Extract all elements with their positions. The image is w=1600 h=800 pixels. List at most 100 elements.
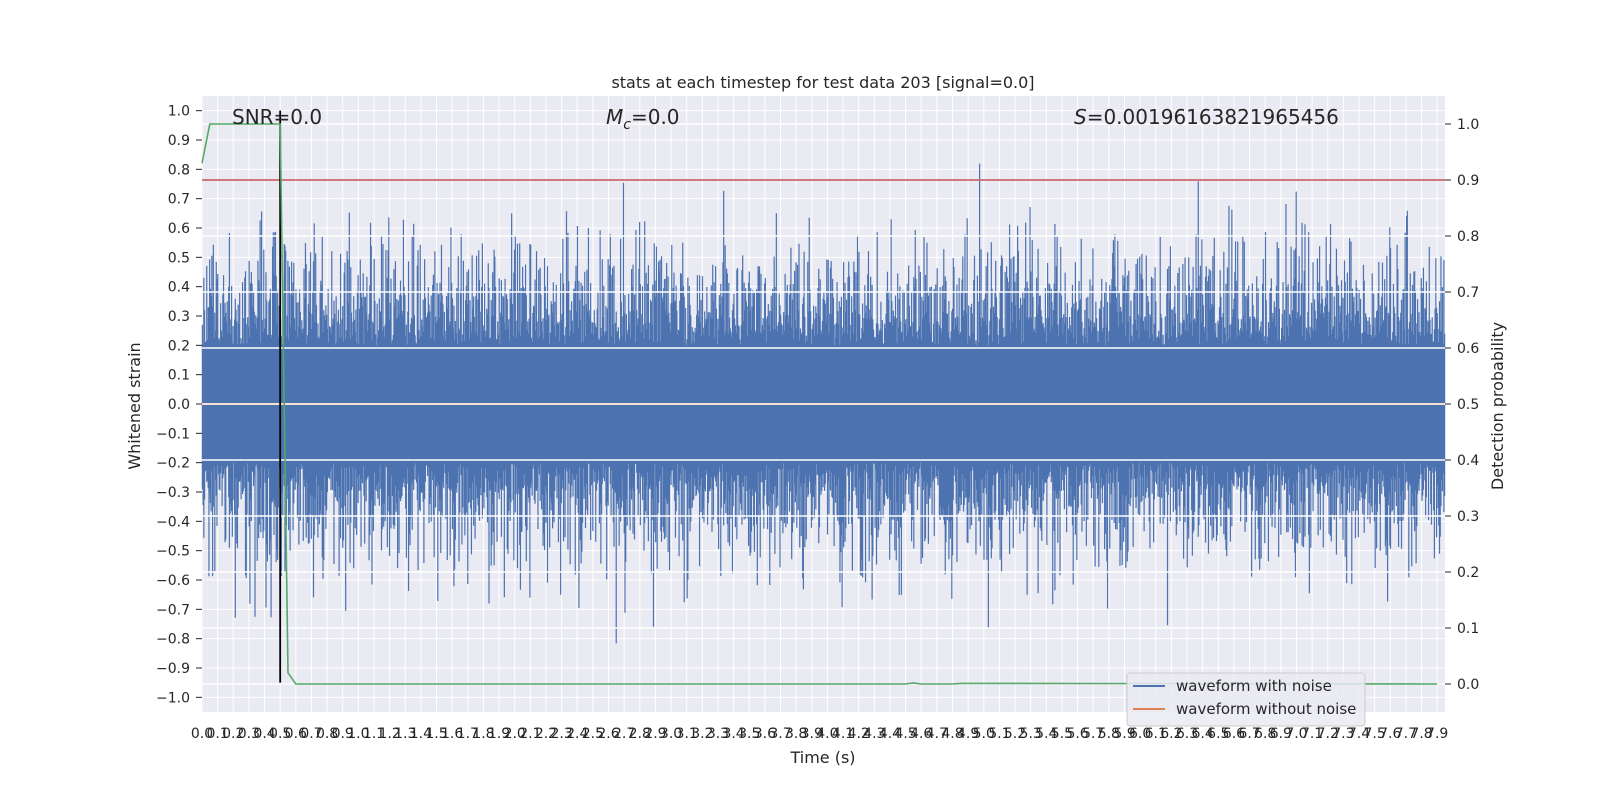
s-annotation: S=0.00196163821965456 [1074, 105, 1339, 129]
x-tick-label: 6.4 [1192, 726, 1214, 742]
x-tick-label: 3.3 [707, 726, 729, 742]
x-tick-label: 5.5 [1051, 726, 1073, 742]
x-tick-label: 6.8 [1254, 726, 1276, 742]
x-tick-label: 5.6 [1066, 726, 1088, 742]
x-tick-label: 3.8 [785, 726, 807, 742]
chirp-mass-annotation: Mc=0.0 [606, 105, 680, 133]
y-left-tick-label: 0.9 [168, 133, 190, 149]
x-tick-label: 5.1 [988, 726, 1010, 742]
y-left-tick-label: 0.1 [168, 368, 190, 384]
y-right-tick-label: 0.4 [1457, 453, 1479, 469]
y-right-tick-label: 0.3 [1457, 509, 1479, 525]
y-left-tick-label: 0.3 [168, 309, 190, 325]
y-left-tick-label: 0.5 [168, 250, 190, 266]
y-right-tick-label: 0.6 [1457, 341, 1479, 357]
x-tick-label: 3.2 [691, 726, 713, 742]
x-tick-label: 6.7 [1238, 726, 1260, 742]
x-tick-label: 4.5 [894, 726, 916, 742]
x-tick-label: 6.9 [1270, 726, 1292, 742]
x-tick-label: 1.4 [410, 726, 432, 742]
series-detection-probability [201, 123, 1438, 685]
x-tick-label: 7.4 [1348, 726, 1370, 742]
x-tick-label: 5.9 [1113, 726, 1135, 742]
y-left-tick-label: 0.6 [168, 221, 190, 237]
snr-annotation: SNR=0.0 [232, 105, 322, 129]
y-left-tick-label: −0.4 [156, 514, 190, 530]
x-tick-label: 6.5 [1207, 726, 1229, 742]
x-tick-label: 4.1 [832, 726, 854, 742]
x-tick-label: 5.3 [1020, 726, 1042, 742]
x-tick-label: 7.8 [1410, 726, 1432, 742]
x-tick-label: 4.6 [910, 726, 932, 742]
x-tick-label: 2.6 [597, 726, 619, 742]
y-left-tick-label: −0.9 [156, 661, 190, 677]
y-right-tick-label: 0.2 [1457, 565, 1479, 581]
x-tick-label: 3.7 [769, 726, 791, 742]
x-tick-label: 1.1 [363, 726, 385, 742]
x-tick-label: 5.7 [1082, 726, 1104, 742]
y-right-tick-labels: 0.0 0.1 0.2 0.3 0.4 0.5 0.6 0.7 0.8 0.9 1.0 [1445, 117, 1479, 693]
x-tick-label: 2.3 [550, 726, 572, 742]
x-tick-label: 0.5 [269, 726, 291, 742]
x-tick-label: 7.0 [1285, 726, 1307, 742]
y-left-tick-label: −0.5 [156, 544, 190, 560]
x-tick-label: 0.2 [222, 726, 244, 742]
x-tick-label: 2.9 [644, 726, 666, 742]
x-tick-label: 4.2 [848, 726, 870, 742]
y-right-tick-label: 0.9 [1457, 173, 1479, 189]
x-tick-label: 3.4 [722, 726, 744, 742]
y-right-tick-label: 0.8 [1457, 229, 1479, 245]
x-tick-label: 7.2 [1317, 726, 1339, 742]
x-tick-label: 1.0 [347, 726, 369, 742]
x-tick-label: 7.6 [1379, 726, 1401, 742]
y-left-tick-label: −0.7 [156, 602, 190, 618]
x-tick-label: 1.6 [441, 726, 463, 742]
x-tick-label: 0.4 [253, 726, 275, 742]
x-tick-label: 1.3 [394, 726, 416, 742]
x-tick-labels: 0.00.10.20.30.40.50.60.70.80.91.01.11.21… [191, 726, 1448, 742]
x-tick-label: 3.5 [738, 726, 760, 742]
x-tick-label: 4.4 [879, 726, 901, 742]
x-tick-label: 2.8 [629, 726, 651, 742]
x-tick-label: 5.4 [1035, 726, 1057, 742]
y-right-axis-label: Detection probability [1488, 322, 1507, 490]
x-tick-label: 2.0 [504, 726, 526, 742]
x-tick-label: 4.3 [863, 726, 885, 742]
noise-trace [201, 163, 1446, 644]
x-tick-label: 1.7 [457, 726, 479, 742]
x-tick-label: 7.1 [1301, 726, 1323, 742]
y-left-tick-label: −0.2 [156, 456, 190, 472]
legend-label-noise: waveform with noise [1176, 677, 1332, 695]
y-left-tick-labels: −1.0 −0.9 −0.8 −0.7 −0.6 −0.5 −0.4 −0.3 −0.2 −0.1… [156, 104, 202, 706]
x-tick-label: 2.4 [566, 726, 588, 742]
x-tick-label: 0.3 [238, 726, 260, 742]
y-right-tick-label: 0.1 [1457, 621, 1479, 637]
y-left-tick-label: 0.4 [168, 280, 190, 296]
x-tick-label: 7.5 [1364, 726, 1386, 742]
x-tick-label: 5.8 [1098, 726, 1120, 742]
series-waveform-with-noise [201, 163, 1446, 644]
x-tick-label: 6.0 [1129, 726, 1151, 742]
x-axis-label: Time (s) [789, 748, 855, 767]
x-tick-label: 0.8 [316, 726, 338, 742]
x-tick-label: 3.0 [660, 726, 682, 742]
x-tick-label: 3.9 [801, 726, 823, 742]
y-left-tick-label: −0.1 [156, 426, 190, 442]
x-tick-label: 6.2 [1160, 726, 1182, 742]
x-tick-label: 1.2 [378, 726, 400, 742]
x-tick-label: 2.5 [582, 726, 604, 742]
y-left-tick-label: 0.8 [168, 162, 190, 178]
x-tick-label: 4.8 [941, 726, 963, 742]
x-tick-label: 1.9 [488, 726, 510, 742]
y-right-tick-label: 0.0 [1457, 677, 1479, 693]
x-tick-label: 1.5 [425, 726, 447, 742]
legend: waveform with noise waveform without noi… [1126, 672, 1366, 727]
x-tick-label: 5.0 [973, 726, 995, 742]
x-tick-label: 2.2 [535, 726, 557, 742]
x-tick-label: 0.6 [285, 726, 307, 742]
x-tick-label: 0.0 [191, 726, 213, 742]
y-right-tick-label: 1.0 [1457, 117, 1479, 133]
y-left-axis-label: Whitened strain [125, 342, 144, 469]
x-tick-label: 4.9 [957, 726, 979, 742]
